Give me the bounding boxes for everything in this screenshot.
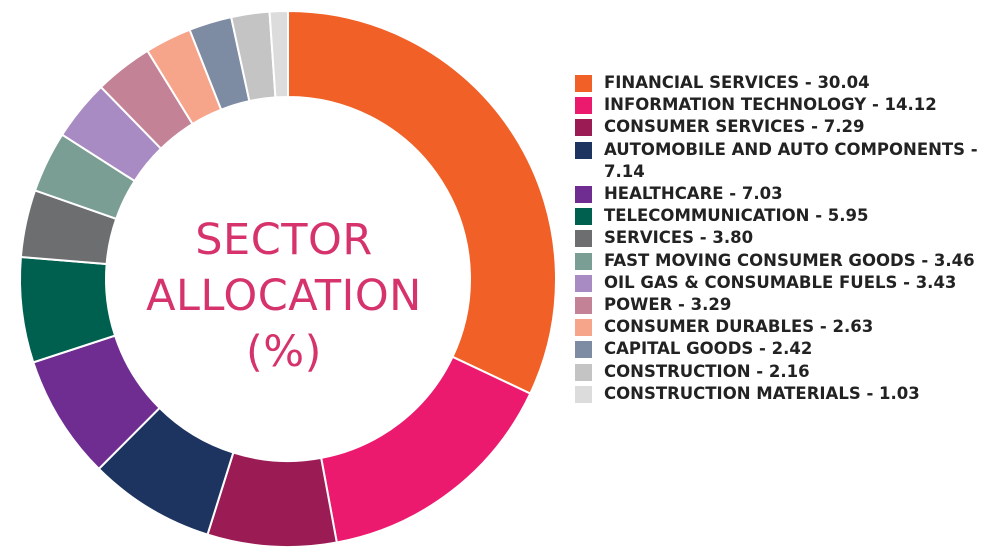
legend-item: CONSUMER DURABLES - 2.63	[575, 316, 995, 338]
legend-swatch	[575, 141, 592, 159]
donut-slice	[268, 9, 289, 99]
chart-title-line-1: SECTOR	[195, 215, 373, 265]
legend-swatch	[575, 186, 592, 204]
chart-title-line-3: (%)	[246, 327, 322, 377]
legend-item: FAST MOVING CONSUMER GOODS - 3.46	[575, 250, 995, 272]
chart-title: SECTOR ALLOCATION (%)	[108, 212, 460, 380]
donut-slice	[287, 9, 557, 395]
legend-swatch	[575, 274, 592, 292]
legend-item: CONSTRUCTION MATERIALS - 1.03	[575, 383, 995, 405]
legend-label: FINANCIAL SERVICES - 30.04	[604, 73, 870, 92]
legend-label: AUTOMOBILE AND AUTO COMPONENTS - 7.14	[604, 139, 978, 181]
legend-label: CONSTRUCTION MATERIALS - 1.03	[604, 383, 920, 403]
legend-label: TELECOMMUNICATION - 5.95	[604, 206, 869, 226]
legend-swatch	[575, 319, 592, 337]
legend-label: SERVICES - 3.80	[604, 228, 754, 248]
legend-swatch	[575, 252, 592, 270]
legend-item: HEALTHCARE - 7.03	[575, 183, 995, 205]
legend-label: OIL GAS & CONSUMABLE FUELS - 3.43	[604, 272, 957, 292]
legend-item: FINANCIAL SERVICES - 30.04	[575, 72, 995, 94]
legend-item: INFORMATION TECHNOLOGY - 14.12	[575, 94, 995, 116]
legend-swatch	[575, 385, 592, 403]
legend-label: FAST MOVING CONSUMER GOODS - 3.46	[604, 250, 975, 270]
legend-label: HEALTHCARE - 7.03	[604, 184, 783, 204]
legend-label: CAPITAL GOODS - 2.42	[604, 339, 813, 359]
legend-swatch	[575, 97, 592, 115]
chart-legend: FINANCIAL SERVICES - 30.04 INFORMATION TE…	[575, 72, 995, 405]
legend-label: POWER - 3.29	[604, 295, 732, 315]
donut-chart	[19, 9, 557, 548]
legend-label: CONSUMER SERVICES - 7.29	[604, 117, 865, 137]
legend-label: CONSTRUCTION - 2.16	[604, 361, 810, 381]
legend-item: AUTOMOBILE AND AUTO COMPONENTS - 7.14	[575, 139, 995, 183]
legend-swatch	[575, 363, 592, 381]
legend-item: POWER - 3.29	[575, 294, 995, 316]
legend-swatch	[575, 341, 592, 359]
legend-label: CONSUMER DURABLES - 2.63	[604, 317, 874, 337]
legend-item: OIL GAS & CONSUMABLE FUELS - 3.43	[575, 272, 995, 294]
legend-label: INFORMATION TECHNOLOGY - 14.12	[604, 95, 937, 115]
chart-title-line-2: ALLOCATION	[146, 271, 422, 321]
legend-swatch	[575, 230, 592, 248]
legend-item: CONSUMER SERVICES - 7.29	[575, 116, 995, 138]
donut-slice	[319, 355, 532, 544]
legend-item: CONSTRUCTION - 2.16	[575, 361, 995, 383]
legend-swatch	[575, 208, 592, 226]
legend-swatch	[575, 119, 592, 137]
legend-item: CAPITAL GOODS - 2.42	[575, 338, 995, 360]
legend-swatch	[575, 75, 592, 92]
legend-item: SERVICES - 3.80	[575, 227, 995, 249]
legend-swatch	[575, 297, 592, 315]
legend-item: TELECOMMUNICATION - 5.95	[575, 205, 995, 227]
